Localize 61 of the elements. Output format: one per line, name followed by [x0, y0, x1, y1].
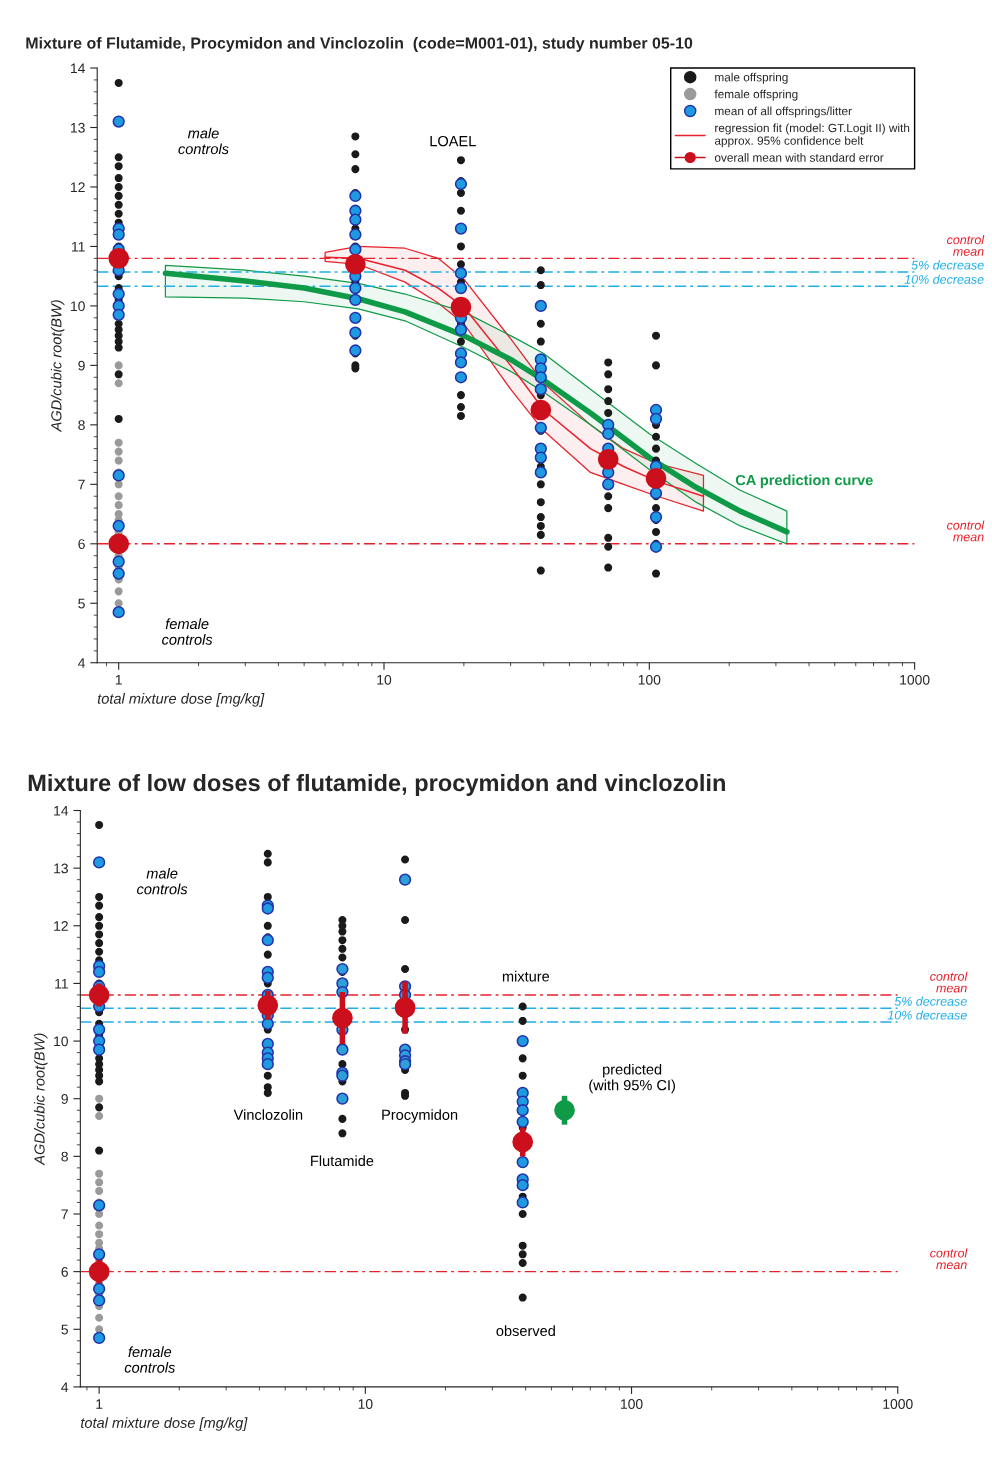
ref-line-label: 10% decrease	[904, 274, 984, 284]
x-tick-label: 1	[96, 1399, 103, 1409]
ref-line-label: 5% decrease	[911, 260, 984, 270]
annotation: observed	[496, 1325, 555, 1337]
x-tick-label: 10	[358, 1399, 373, 1409]
y-tick-label: 4	[78, 658, 85, 668]
y-tick-label: 8	[61, 1151, 68, 1162]
annotation: female controls	[124, 1346, 176, 1373]
y-tick-label: 9	[61, 1094, 68, 1104]
ref-line-label: 10% decrease	[887, 1010, 967, 1020]
annotation: Vinclozolin	[233, 1109, 303, 1120]
x-tick-label: 1000	[883, 1399, 913, 1409]
y-tick-label: 7	[61, 1209, 68, 1220]
annotation: CA prediction curve	[735, 474, 873, 489]
ref-line-label: control mean	[930, 1248, 968, 1270]
legend-label: overall mean with standard error	[714, 153, 884, 162]
y-tick-label: 12	[71, 182, 85, 192]
ref-line-label: 5% decrease	[894, 996, 967, 1006]
x-tick-label: 10	[377, 674, 392, 685]
y-tick-label: 5	[61, 1324, 68, 1335]
y-tick-label: 14	[71, 63, 86, 74]
chart-title: Mixture of Flutamide, Procymidon and Vinclozolin (code=M001-01), study number 05-10	[26, 37, 693, 52]
ref-line-label: control mean	[930, 971, 968, 993]
ref-line-label: control mean	[947, 235, 985, 256]
annotation: Flutamide	[311, 1155, 374, 1167]
annotation: Procymidon	[382, 1109, 458, 1123]
legend-label: mean of all offsprings/litter	[715, 106, 852, 118]
y-tick-label: 10	[71, 301, 85, 312]
legend-label: regression fit (model: GT.Logit II) with approx. 95% confidence belt	[714, 123, 910, 148]
legend-label: male offspring	[715, 72, 788, 84]
y-tick-label: 8	[78, 420, 85, 431]
annotation: male controls	[137, 867, 188, 895]
x-tick-label: 100	[621, 1399, 643, 1409]
y-tick-label: 11	[55, 978, 68, 989]
y-tick-label: 6	[61, 1266, 68, 1277]
annotation: female controls	[162, 618, 213, 645]
y-tick-label: 4	[61, 1382, 69, 1392]
y-tick-label: 12	[54, 921, 68, 931]
chart-title: Mixture of low doses of flutamide, procymidon and vinclozolin	[28, 773, 725, 796]
y-tick-label: 13	[54, 863, 68, 874]
annotation: mixture	[502, 970, 550, 982]
x-tick-label: 1000	[900, 674, 930, 685]
legend-label: female offspring	[714, 89, 798, 101]
y-tick-label: 14	[54, 805, 69, 816]
y-tick-label: 6	[78, 539, 85, 549]
annotation: male controls	[178, 127, 229, 155]
x-axis-title: total mixture dose [mg/kg]	[97, 693, 265, 707]
annotation: predicted (with 95% CI)	[589, 1063, 675, 1094]
x-axis-title: total mixture dose [mg/kg]	[81, 1417, 248, 1431]
x-tick-label: 1	[115, 675, 122, 685]
y-tick-label: 5	[78, 598, 85, 609]
y-axis-title: AGD/cubic root(BW)	[50, 300, 65, 433]
annotation: LOAEL	[430, 135, 476, 147]
y-axis-title: AGD/cubic root(BW)	[33, 1033, 48, 1166]
y-tick-label: 10	[54, 1036, 68, 1047]
ref-line-label: control mean	[947, 520, 985, 542]
y-tick-label: 7	[78, 479, 85, 490]
x-tick-label: 100	[638, 674, 661, 685]
y-tick-label: 13	[71, 122, 85, 133]
y-tick-label: 11	[72, 241, 85, 252]
y-tick-label: 9	[78, 360, 85, 371]
